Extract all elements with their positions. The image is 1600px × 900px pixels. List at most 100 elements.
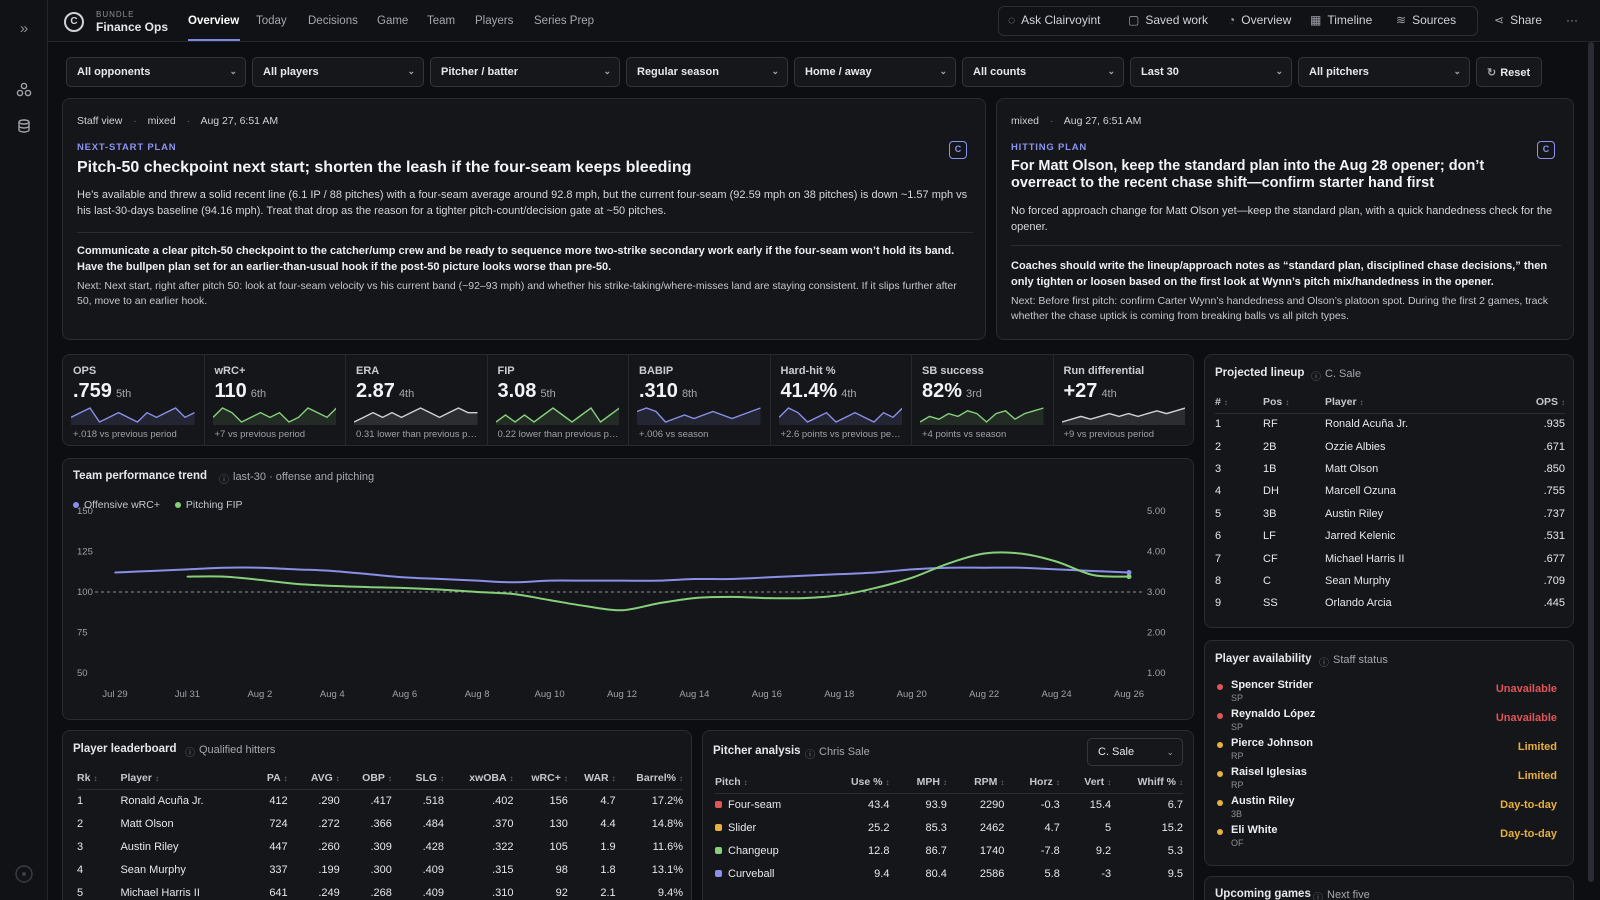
- kpi-ops[interactable]: OPS .759 5th +.018 vs previous period: [63, 355, 205, 445]
- series-point[interactable]: [331, 585, 334, 587]
- column-header[interactable]: Whiff % ↕: [1111, 771, 1183, 794]
- table-row[interactable]: 4 Sean Murphy 337 .199 .300 .409 .315 98 1.8 13.1…: [77, 858, 683, 881]
- share-button[interactable]: ⋖ Share: [1494, 13, 1542, 27]
- series-point[interactable]: [584, 605, 587, 607]
- kpi-sb-success[interactable]: SB success 82% 3rd +4 points vs season: [912, 355, 1054, 445]
- column-header[interactable]: MPH ↕: [889, 771, 947, 794]
- availability-row[interactable]: Reynaldo López SP Unavailable: [1217, 708, 1557, 736]
- sort-icon[interactable]: ↕: [1561, 397, 1565, 407]
- series-point[interactable]: [367, 573, 370, 575]
- expand-rail-icon[interactable]: »: [19, 20, 29, 37]
- series-point[interactable]: [548, 599, 551, 601]
- series-point[interactable]: [186, 568, 189, 571]
- availability-row[interactable]: Austin Riley 3B Day-to-day: [1217, 795, 1557, 823]
- series-point[interactable]: [874, 571, 877, 574]
- column-header[interactable]: Use % ↕: [827, 771, 890, 794]
- info-icon[interactable]: ⓘ: [1319, 658, 1329, 669]
- sort-icon[interactable]: ↕: [563, 773, 568, 783]
- column-header[interactable]: AVG ↕: [287, 767, 340, 790]
- series-point[interactable]: [838, 594, 841, 597]
- tab-team[interactable]: Team: [427, 15, 456, 27]
- series-point[interactable]: [802, 597, 804, 599]
- column-header[interactable]: SLG ↕: [391, 767, 445, 790]
- series-point[interactable]: [295, 568, 297, 571]
- sort-icon[interactable]: ↕: [1107, 777, 1112, 787]
- table-row[interactable]: Four-seam 43.4 93.9 2290 -0.3 15.4 6.7: [715, 793, 1183, 816]
- series-point[interactable]: [222, 575, 225, 578]
- series-point[interactable]: [910, 568, 913, 571]
- series-point[interactable]: [186, 575, 189, 578]
- kpi-babip[interactable]: BABIP .310 8th +.006 vs season: [629, 355, 771, 445]
- bundle-name[interactable]: Finance Ops: [96, 20, 169, 34]
- series-endpoint[interactable]: [1126, 570, 1132, 576]
- series-point[interactable]: [802, 575, 804, 577]
- tab-today[interactable]: Today: [256, 15, 287, 27]
- sort-icon[interactable]: ↕: [1179, 777, 1183, 787]
- opponents-select[interactable]: All opponents ⌄: [66, 57, 246, 87]
- series-point[interactable]: [766, 597, 768, 599]
- series-point[interactable]: [367, 586, 370, 588]
- page-scrollbar[interactable]: [1588, 42, 1594, 882]
- series-point[interactable]: [657, 579, 660, 582]
- series-point[interactable]: [910, 577, 913, 579]
- tab-decisions[interactable]: Decisions: [308, 15, 358, 27]
- table-row[interactable]: 3 1B Matt Olson .850: [1215, 458, 1565, 480]
- availability-row[interactable]: Pierce Johnson RP Limited: [1217, 737, 1557, 765]
- series-point[interactable]: [403, 587, 406, 589]
- table-row[interactable]: 9 SS Orlando Arcia .445: [1215, 592, 1565, 614]
- series-point[interactable]: [512, 581, 515, 584]
- column-header[interactable]: wRC+ ↕: [513, 767, 568, 790]
- sort-icon[interactable]: ↕: [1055, 777, 1060, 787]
- players-select[interactable]: All players ⌄: [252, 57, 424, 87]
- info-icon[interactable]: ⓘ: [1313, 893, 1323, 900]
- series-point[interactable]: [403, 576, 406, 579]
- kpi-run-differential[interactable]: Run differential +27 4th +9 vs previous per…: [1054, 355, 1194, 445]
- column-header[interactable]: WAR ↕: [567, 767, 616, 790]
- column-header[interactable]: Rk ↕: [77, 767, 121, 790]
- series-point[interactable]: [947, 566, 949, 569]
- column-header[interactable]: xwOBA ↕: [444, 767, 514, 790]
- series-point[interactable]: [1055, 568, 1058, 571]
- column-header[interactable]: OPS ↕: [1505, 391, 1565, 414]
- tab-players[interactable]: Players: [475, 15, 514, 27]
- kpi-hard-hit-[interactable]: Hard-hit % 41.4% 4th +2.6 points vs previou…: [771, 355, 912, 445]
- saved-work-button[interactable]: ▢ Saved work: [1128, 13, 1208, 27]
- sort-icon[interactable]: ↕: [154, 773, 159, 783]
- kpi-wrc-[interactable]: wRC+ 110 6th +7 vs previous period: [205, 355, 346, 445]
- database-icon[interactable]: [0, 116, 48, 138]
- series-endpoint[interactable]: [1126, 574, 1132, 580]
- availability-row[interactable]: Spencer Strider SP Unavailable: [1217, 679, 1557, 707]
- availability-row[interactable]: Eli White OF Day-to-day: [1217, 824, 1557, 852]
- pitchers-select[interactable]: All pitchers ⌄: [1298, 57, 1470, 87]
- series-point[interactable]: [693, 597, 696, 599]
- table-row[interactable]: 1 RF Ronald Acuña Jr. .935: [1215, 413, 1565, 435]
- column-header[interactable]: Player ↕: [1325, 391, 1505, 414]
- column-header[interactable]: OBP ↕: [339, 767, 392, 790]
- info-icon[interactable]: ⓘ: [185, 748, 195, 759]
- sort-icon[interactable]: ↕: [1359, 397, 1364, 407]
- table-row[interactable]: 2 Matt Olson 724 .272 .366 .484 .370 130 4.4 14.8…: [77, 812, 683, 835]
- tab-game[interactable]: Game: [377, 15, 409, 27]
- series-point[interactable]: [838, 573, 841, 575]
- series-point[interactable]: [476, 579, 478, 582]
- series-point[interactable]: [729, 578, 732, 580]
- series-point[interactable]: [259, 579, 261, 581]
- series-point[interactable]: [983, 552, 985, 555]
- sort-icon[interactable]: ↕: [942, 777, 947, 787]
- kpi-era[interactable]: ERA 2.87 4th 0.31 lower than previous perio…: [346, 355, 488, 445]
- matchup-select[interactable]: Pitcher / batter ⌄: [430, 57, 620, 87]
- sources-button[interactable]: ≋ Sources: [1396, 13, 1456, 27]
- availability-row[interactable]: Raisel Iglesias RP Limited: [1217, 766, 1557, 794]
- info-icon[interactable]: ⓘ: [805, 750, 815, 761]
- table-row[interactable]: 3 Austin Riley 447 .260 .309 .428 .322 105 1.9 11…: [77, 835, 683, 858]
- series-point[interactable]: [693, 578, 696, 580]
- counts-select[interactable]: All counts ⌄: [962, 57, 1124, 87]
- sort-icon[interactable]: ↕: [93, 773, 98, 783]
- ask-clairvoyint-button[interactable]: ◌ Ask Clairvoyint: [1008, 13, 1101, 27]
- table-row[interactable]: 8 C Sean Murphy .709: [1215, 570, 1565, 592]
- table-row[interactable]: 4 DH Marcell Ozuna .755: [1215, 480, 1565, 502]
- series-point[interactable]: [150, 570, 153, 572]
- series-point[interactable]: [331, 570, 334, 572]
- series-point[interactable]: [621, 609, 623, 612]
- column-header[interactable]: Horz ↕: [1004, 771, 1060, 794]
